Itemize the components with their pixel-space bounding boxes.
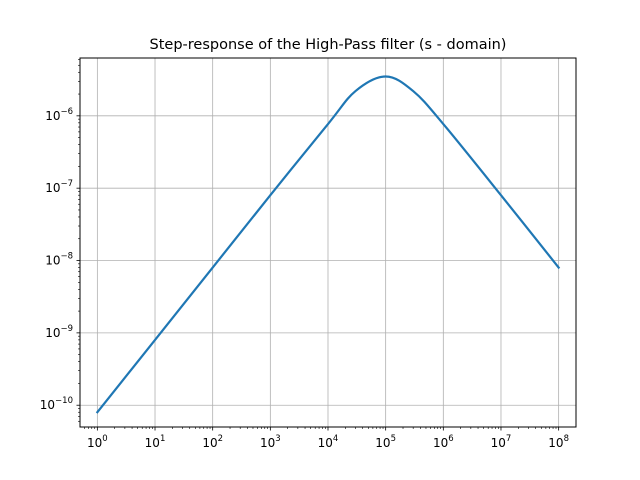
x-tick-label: 102	[202, 434, 223, 450]
x-tick-label: 101	[145, 434, 166, 450]
x-tick-exponent: 6	[448, 434, 453, 444]
y-tick-exponent: −7	[60, 179, 73, 189]
x-tick-label: 107	[491, 434, 512, 450]
x-tick-exponent: 3	[275, 434, 280, 444]
x-tick-exponent: 1	[160, 434, 165, 444]
series-line	[95, 75, 561, 414]
x-tick-label: 103	[260, 434, 281, 450]
y-tick-exponent: −10	[55, 396, 73, 406]
x-tick-label: 105	[375, 434, 396, 450]
axes: 100 101 102 103 104 105 106 107 10810−1010−910−8…	[40, 59, 569, 450]
x-tick-exponent: 8	[564, 434, 569, 444]
y-tick-label: 10−10	[40, 396, 73, 412]
y-tick-label: 10−8	[45, 252, 73, 268]
x-tick-base: 10	[202, 436, 217, 450]
y-tick-exponent: −6	[60, 107, 73, 117]
y-tick-base: 10	[45, 109, 60, 123]
y-tick-base: 10	[45, 181, 60, 195]
x-tick-exponent: 5	[391, 434, 396, 444]
x-tick-base: 10	[145, 436, 160, 450]
chart-title: Step-response of the High-Pass filter (s…	[150, 37, 507, 53]
y-tick-exponent: −9	[60, 324, 73, 334]
x-tick-exponent: 4	[333, 434, 338, 444]
y-tick-base: 10	[40, 398, 55, 412]
grid	[80, 58, 576, 427]
x-tick-base: 10	[318, 436, 333, 450]
x-tick-base: 10	[433, 436, 448, 450]
x-tick-label: 100	[87, 434, 108, 450]
x-tick-base: 10	[548, 436, 563, 450]
y-tick-label: 10−6	[45, 107, 73, 123]
x-tick-label: 106	[433, 434, 454, 450]
x-tick-exponent: 0	[102, 434, 107, 444]
x-tick-exponent: 2	[218, 434, 223, 444]
y-tick-base: 10	[45, 254, 60, 268]
x-tick-exponent: 7	[506, 434, 511, 444]
x-tick-label: 104	[318, 434, 339, 450]
y-tick-base: 10	[45, 326, 60, 340]
series-layer	[95, 75, 561, 414]
x-tick-base: 10	[260, 436, 275, 450]
y-tick-label: 10−7	[45, 179, 73, 195]
y-tick-label: 10−9	[45, 324, 73, 340]
x-tick-base: 10	[491, 436, 506, 450]
x-tick-base: 10	[87, 436, 102, 450]
x-tick-label: 108	[548, 434, 569, 450]
x-tick-base: 10	[375, 436, 390, 450]
y-tick-exponent: −8	[60, 252, 73, 262]
